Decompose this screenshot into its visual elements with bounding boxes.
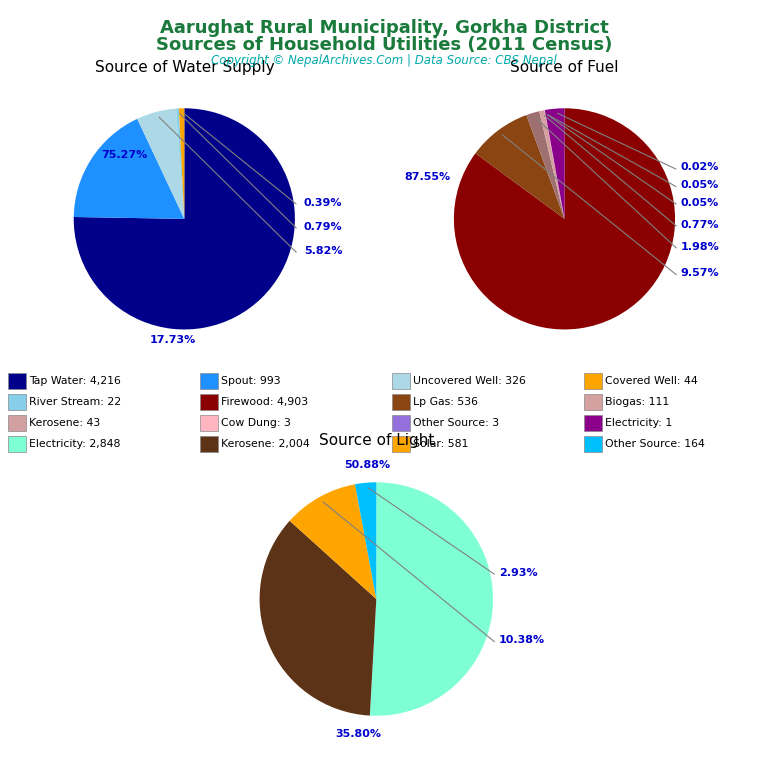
Text: Solar: 581: Solar: 581 xyxy=(413,439,468,449)
FancyBboxPatch shape xyxy=(8,394,26,410)
Wedge shape xyxy=(176,108,184,219)
FancyBboxPatch shape xyxy=(8,372,26,389)
Wedge shape xyxy=(539,110,564,219)
Text: Tap Water: 4,216: Tap Water: 4,216 xyxy=(29,376,121,386)
Text: 5.82%: 5.82% xyxy=(304,247,343,257)
Title: Source of Fuel: Source of Fuel xyxy=(510,61,619,75)
Wedge shape xyxy=(290,485,376,599)
FancyBboxPatch shape xyxy=(200,372,218,389)
Wedge shape xyxy=(260,521,376,716)
Wedge shape xyxy=(137,108,184,219)
FancyBboxPatch shape xyxy=(200,394,218,410)
Wedge shape xyxy=(179,108,184,219)
Text: Lp Gas: 536: Lp Gas: 536 xyxy=(413,397,478,407)
Text: 17.73%: 17.73% xyxy=(150,335,197,345)
Text: 0.05%: 0.05% xyxy=(680,197,719,207)
FancyBboxPatch shape xyxy=(8,436,26,452)
FancyBboxPatch shape xyxy=(8,415,26,431)
Wedge shape xyxy=(545,110,564,219)
FancyBboxPatch shape xyxy=(584,436,602,452)
FancyBboxPatch shape xyxy=(584,372,602,389)
FancyBboxPatch shape xyxy=(392,436,410,452)
FancyBboxPatch shape xyxy=(584,415,602,431)
Text: River Stream: 22: River Stream: 22 xyxy=(29,397,121,407)
Text: Covered Well: 44: Covered Well: 44 xyxy=(605,376,698,386)
Wedge shape xyxy=(454,108,675,329)
Wedge shape xyxy=(545,108,564,219)
Text: Electricity: 1: Electricity: 1 xyxy=(605,418,673,428)
FancyBboxPatch shape xyxy=(200,436,218,452)
Text: Spout: 993: Spout: 993 xyxy=(221,376,281,386)
Text: 75.27%: 75.27% xyxy=(101,150,147,160)
Wedge shape xyxy=(526,111,564,219)
Wedge shape xyxy=(370,482,493,716)
Text: Kerosene: 2,004: Kerosene: 2,004 xyxy=(221,439,310,449)
Text: Other Source: 3: Other Source: 3 xyxy=(413,418,499,428)
Text: Firewood: 4,903: Firewood: 4,903 xyxy=(221,397,308,407)
Text: 0.79%: 0.79% xyxy=(304,222,343,232)
Wedge shape xyxy=(355,482,376,599)
Text: Biogas: 111: Biogas: 111 xyxy=(605,397,670,407)
FancyBboxPatch shape xyxy=(392,394,410,410)
Text: 1.98%: 1.98% xyxy=(680,242,720,252)
Text: 10.38%: 10.38% xyxy=(499,635,545,645)
Text: 50.88%: 50.88% xyxy=(344,460,390,470)
Text: 0.77%: 0.77% xyxy=(680,220,719,230)
FancyBboxPatch shape xyxy=(584,394,602,410)
Wedge shape xyxy=(74,119,184,219)
Wedge shape xyxy=(545,110,564,219)
Text: 35.80%: 35.80% xyxy=(336,729,382,739)
Text: Copyright © NepalArchives.Com | Data Source: CBS Nepal: Copyright © NepalArchives.Com | Data Sou… xyxy=(211,54,557,67)
FancyBboxPatch shape xyxy=(392,372,410,389)
Title: Source of Light: Source of Light xyxy=(319,433,434,448)
Text: Cow Dung: 3: Cow Dung: 3 xyxy=(221,418,291,428)
Text: Sources of Household Utilities (2011 Census): Sources of Household Utilities (2011 Cen… xyxy=(156,36,612,54)
Text: 0.05%: 0.05% xyxy=(680,180,719,190)
Text: 0.39%: 0.39% xyxy=(304,197,343,207)
Text: Other Source: 164: Other Source: 164 xyxy=(605,439,705,449)
Text: 9.57%: 9.57% xyxy=(680,268,719,278)
FancyBboxPatch shape xyxy=(200,415,218,431)
Text: Kerosene: 43: Kerosene: 43 xyxy=(29,418,101,428)
Text: Uncovered Well: 326: Uncovered Well: 326 xyxy=(413,376,526,386)
Title: Source of Water Supply: Source of Water Supply xyxy=(94,61,274,75)
FancyBboxPatch shape xyxy=(392,415,410,431)
Wedge shape xyxy=(475,115,564,219)
Text: 2.93%: 2.93% xyxy=(499,568,538,578)
Text: 0.02%: 0.02% xyxy=(680,162,719,172)
Wedge shape xyxy=(74,108,295,329)
Text: Aarughat Rural Municipality, Gorkha District: Aarughat Rural Municipality, Gorkha Dist… xyxy=(160,19,608,37)
Text: Electricity: 2,848: Electricity: 2,848 xyxy=(29,439,121,449)
Text: 87.55%: 87.55% xyxy=(404,172,450,182)
